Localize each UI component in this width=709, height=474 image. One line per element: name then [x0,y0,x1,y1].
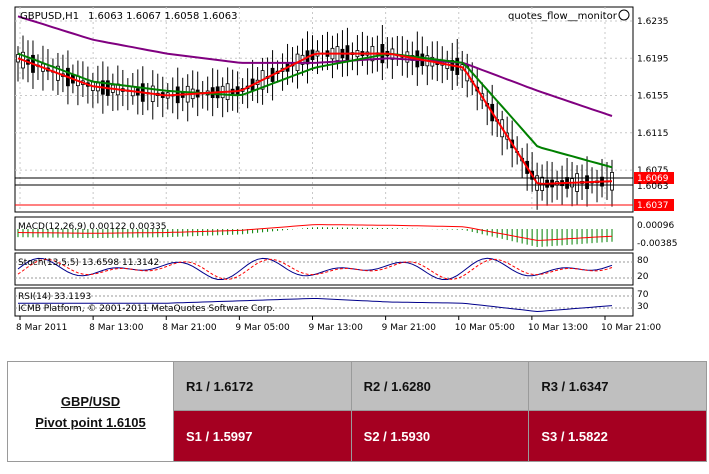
rsi-panel [14,287,634,317]
clock-icon [618,9,630,21]
pivot-point: Pivot point 1.6105 [35,414,146,430]
symbol-label: GBPUSD,H1 [20,11,79,22]
stoch-signal-line [17,258,613,280]
s1-cell: S1 / 1.5997 [173,410,352,462]
time-label: 9 Mar 21:00 [382,323,437,333]
time-label: 8 Mar 2011 [16,323,67,333]
time-label: 10 Mar 05:00 [455,323,515,333]
low-price-label: 1.6037 [637,201,669,211]
ma-mid-line [17,52,613,169]
price-tick: 1.6235 [637,17,669,27]
watermark: quotes_flow__monitor [508,11,618,22]
r1-cell: R1 / 1.6172 [173,361,352,411]
pair-cell: GBP/USD Pivot point 1.6105 [7,361,174,462]
copyright-text: ICMB Platform, © 2001-2011 MetaQuotes So… [18,304,275,314]
time-label: 8 Mar 21:00 [162,323,217,333]
macd-label: MACD(12,26,9) 0.00122 0.00335 [18,222,167,232]
ma-fast-line [17,52,613,185]
price-chart: GBPUSD,H1 1.6063 1.6067 1.6058 1.6063 qu… [14,6,677,333]
pivot-table: GBP/USD Pivot point 1.6105 R1 / 1.6172 R… [7,361,707,462]
stoch-panel [14,252,634,286]
s3-cell: S3 / 1.5822 [528,410,707,462]
price-tick: 1.6155 [637,92,669,102]
macd-histogram [17,227,613,247]
rsi-tick-top: 70 [637,290,649,300]
price-tick: 1.6195 [637,54,669,64]
hidden-price-label: 1.6063 [637,182,669,192]
r2-cell: R2 / 1.6280 [350,361,530,411]
stoch-tick-top: 80 [637,256,649,266]
stoch-main-line [17,257,613,280]
ohlc-values: 1.6063 1.6067 1.6058 1.6063 [88,11,238,22]
stoch-label: Stoch(13,5,5) 13.6598 11.3142 [18,258,159,268]
macd-tick-bottom: -0.00385 [637,239,677,249]
price-tick: 1.6115 [637,129,669,139]
current-price-label: 1.6069 [637,174,669,184]
time-label: 8 Mar 13:00 [89,323,144,333]
rsi-label: RSI(14) 33.1193 [18,292,91,302]
r3-cell: R3 / 1.6347 [528,361,707,411]
time-label: 10 Mar 13:00 [528,323,588,333]
time-label: 10 Mar 21:00 [601,323,661,333]
current-price-marker [634,172,674,184]
rsi-tick-bottom: 30 [637,302,649,312]
macd-signal-line [17,224,613,241]
ma-slow-line [17,15,613,117]
macd-tick-top: 0.00096 [637,221,674,231]
time-label: 9 Mar 05:00 [235,323,290,333]
time-label: 9 Mar 13:00 [309,323,364,333]
pair-name: GBP/USD [60,393,121,409]
price-tick: 1.6075 [637,166,669,176]
s2-cell: S2 / 1.5930 [350,410,530,462]
stoch-tick-bottom: 20 [637,272,649,282]
low-price-marker [634,199,674,211]
rsi-line [18,298,613,313]
